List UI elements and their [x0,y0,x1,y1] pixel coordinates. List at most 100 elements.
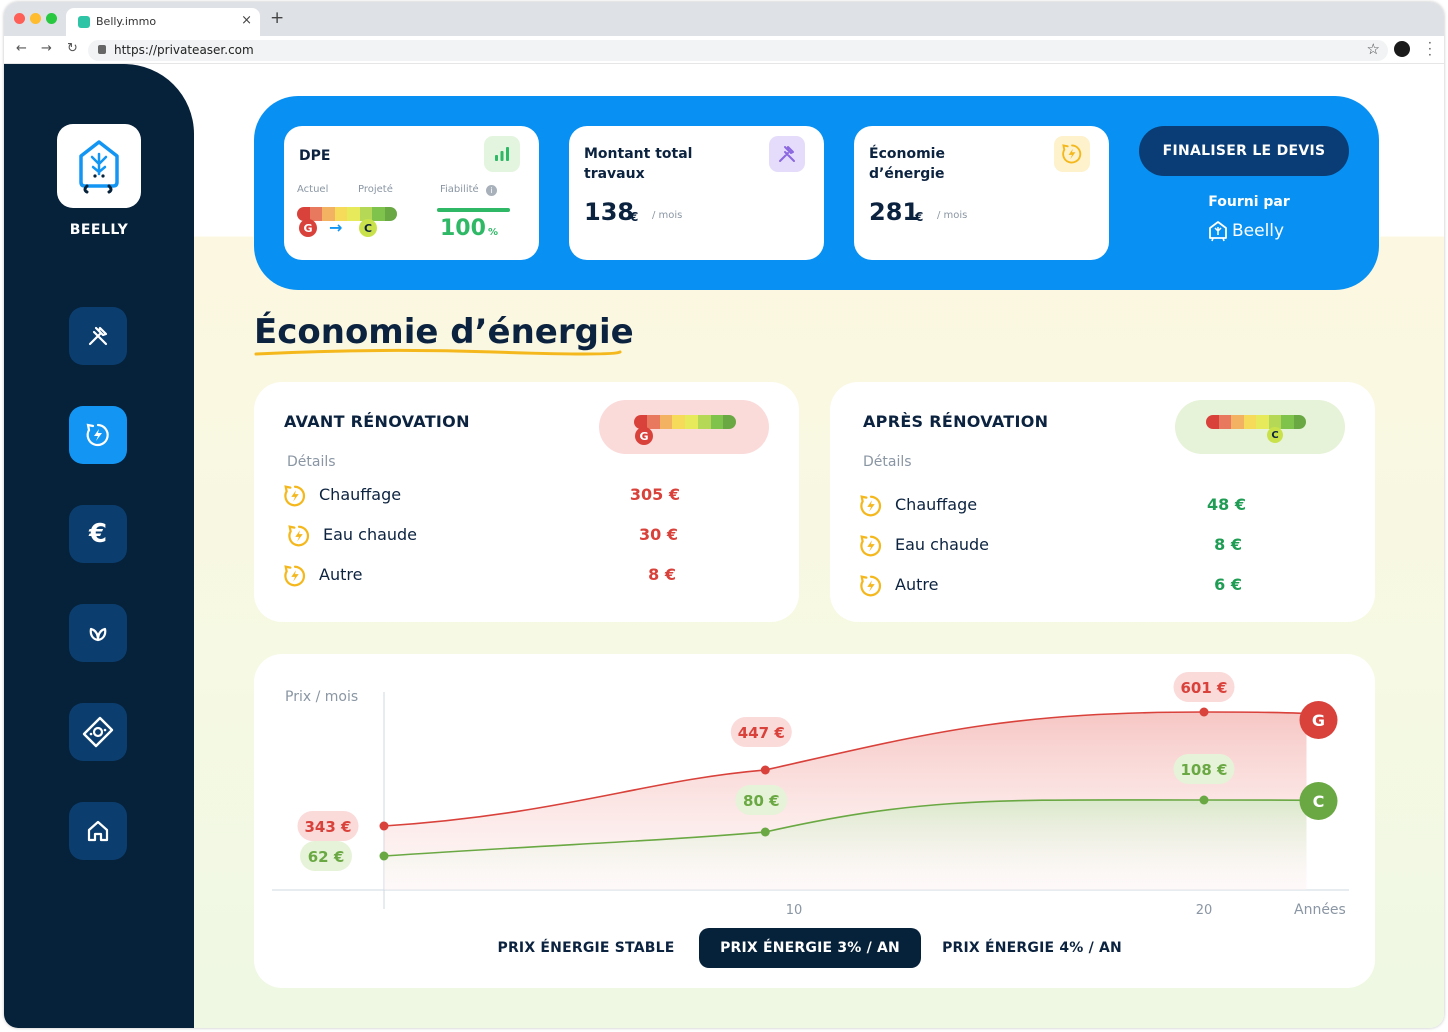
energy-icon [284,565,306,587]
energy-icon [858,533,884,563]
chart-tab-2[interactable]: PRIX ÉNERGIE 3% / AN [699,928,921,968]
series-end-label: G [1312,711,1325,730]
euro-icon: € [88,519,108,549]
minimize-window-dot[interactable] [30,13,41,24]
close-window-dot[interactable] [14,13,25,24]
reliability-unit: % [488,227,499,238]
chart-tab-1[interactable]: PRIX ÉNERGIE STABLE [497,940,675,956]
section-title: Économie d’énergie [254,312,634,352]
savings-title-line1: Économie [869,146,945,162]
after-renovation-panel: APRÈS RÉNOVATION C Détails Chauffage 48 €… [830,382,1375,622]
nav-energy-button[interactable] [69,406,127,464]
before-renovation-panel: AVANT RÉNOVATION G Détails Chauffage 305 … [254,382,799,622]
before-grade-pill: G [599,400,769,454]
browser-tab[interactable]: Belly.immo × [66,8,260,36]
energy-icon [282,483,308,513]
detail-label: Autre [319,565,363,584]
savings-title: Économie d’énergie [869,144,945,184]
energy-icon [286,523,312,553]
red-data-label: 447 € [738,724,785,742]
summary-band: DPE Actuel Projeté G → C Fiabilité i 100… [254,96,1379,290]
red-label-pill [1173,672,1235,702]
beelly-house-icon [79,140,119,194]
nav-home-button[interactable] [69,802,127,860]
chart-tab-3[interactable]: PRIX ÉNERGIE 4% / AN [942,940,1122,956]
app-content: BEELLY € DPE [4,64,1444,1028]
works-currency: € [630,210,639,224]
grade-c-badge [1299,782,1338,820]
after-details-label: Détails [863,454,912,470]
url-field[interactable]: https://privateaser.com ☆ [88,40,1388,61]
red-label-pill [297,811,359,841]
bar-chart-icon [495,147,509,161]
reliability-label: Fiabilité [440,184,479,195]
profile-avatar[interactable] [1394,41,1410,57]
dpe-scale-segment [297,207,310,221]
dpe-scale-segment [1268,415,1281,429]
green-data-label: 80 € [743,792,780,810]
finalize-quote-button[interactable]: FINALISER LE DEVIS [1139,126,1349,176]
red-data-point [760,765,770,775]
browser-menu-icon[interactable]: · · · [1428,36,1432,62]
detail-row: Eau chaude 30 € [254,522,799,550]
detail-value: 6 € [1214,575,1242,594]
dpe-scale-segment [359,207,372,221]
info-icon[interactable]: i [486,185,497,196]
energy-icon [860,535,882,557]
detail-row: Eau chaude 8 € [830,532,1375,560]
new-tab-button[interactable]: + [270,8,285,28]
detail-row: Chauffage 305 € [254,482,799,510]
nav-finance-button[interactable]: € [69,505,127,563]
red-data-point [379,821,389,831]
green-data-point [1199,795,1209,805]
green-series-area [384,799,1320,890]
detail-value: 30 € [639,525,678,544]
nav-money-button[interactable] [69,703,127,761]
maximize-window-dot[interactable] [46,13,57,24]
tools-icon [88,326,108,346]
grade-g-badge [1299,701,1338,739]
detail-value: 8 € [648,565,676,584]
green-data-point [760,827,770,837]
forward-icon[interactable]: → [41,41,52,56]
savings-period: / mois [937,210,968,221]
provided-by-label: Fourni par [1208,194,1290,210]
works-title-line2: travaux [584,166,645,182]
after-title: APRÈS RÉNOVATION [863,412,1049,431]
back-icon[interactable]: ← [16,41,27,56]
bookmark-star-icon[interactable]: ☆ [1366,40,1380,58]
works-title-line1: Montant total [584,146,693,162]
savings-card: Économie d’énergie 281 € / mois [854,126,1109,260]
works-badge [769,136,805,172]
tab-close-icon[interactable]: × [241,13,252,28]
reload-icon[interactable]: ↻ [67,41,78,56]
nav-ecology-button[interactable] [69,604,127,662]
dpe-scale-segment [334,207,347,221]
savings-currency: € [915,210,924,224]
dpe-scale-segment [672,415,685,429]
nav-tools-button[interactable] [69,307,127,365]
savings-title-line2: d’énergie [869,166,945,182]
dpe-scale-segment [646,415,660,429]
tools-icon [779,146,795,162]
dpe-scale-segment [1218,415,1231,429]
tab-title: Belly.immo [96,15,157,28]
red-data-point [1199,707,1209,717]
dpe-scale-segment [372,207,385,221]
x-tick-label: 20 [1196,903,1213,918]
dpe-scale-segment [634,415,647,429]
brand-name: BEELLY [69,222,129,238]
dpe-title: DPE [299,148,331,164]
reliability-value: 100 [440,216,486,241]
detail-label: Chauffage [319,485,402,504]
red-data-label: 601 € [1181,679,1228,697]
beelly-house-icon [1209,221,1227,242]
detail-row: Chauffage 48 € [830,492,1375,520]
after-grade-pill: C [1175,400,1345,454]
dpe-arrow-icon: → [329,218,343,237]
brand-logo[interactable] [57,124,141,208]
url-text: https://privateaser.com [114,43,254,57]
reliability-fill [437,208,510,212]
savings-badge [1054,136,1090,172]
x-axis-label: Années [1294,902,1346,918]
